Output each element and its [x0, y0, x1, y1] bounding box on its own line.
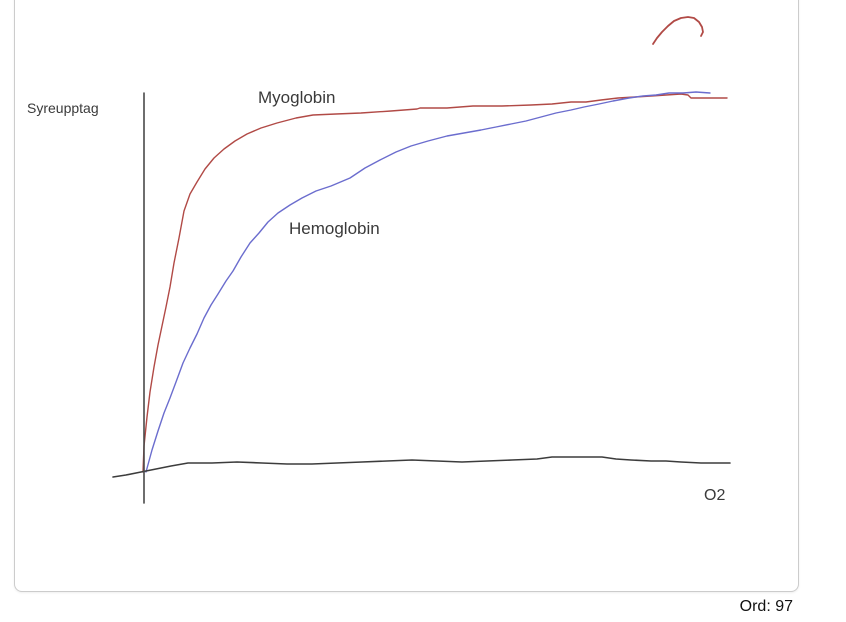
hemoglobin-curve-label: Hemoglobin — [289, 219, 380, 238]
word-count-status: Ord: 97 — [739, 598, 793, 615]
myoglobin-curve-label: Myoglobin — [258, 88, 336, 107]
x-axis-label: O2 — [704, 487, 726, 504]
y-axis-label: Syreupptag — [27, 100, 99, 116]
drawing-canvas-panel[interactable] — [14, 0, 799, 592]
